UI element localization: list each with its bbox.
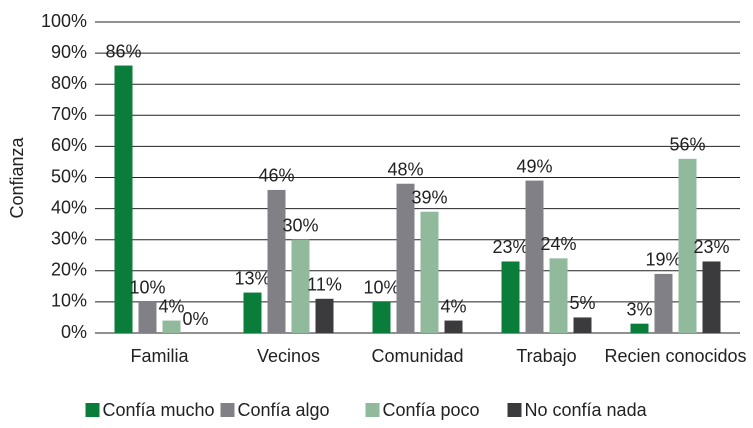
bar [549,258,568,333]
data-label: 39% [411,187,447,207]
y-tick-label: 10% [51,291,87,311]
data-label: 86% [105,41,141,61]
data-label: 46% [258,166,294,186]
bar [501,261,520,333]
data-label: 48% [387,159,423,179]
y-tick-label: 40% [51,197,87,217]
y-tick-label: 80% [51,73,87,93]
data-label: 4% [440,296,466,316]
y-tick-label: 100% [41,11,87,31]
bar [291,239,310,333]
bar [114,65,133,333]
bar [702,261,721,333]
data-label: 23% [492,237,528,257]
x-tick-label: Trabajo [516,346,576,366]
bar [573,317,592,333]
y-tick-label: 60% [51,135,87,155]
data-label: 30% [282,215,318,235]
bar [525,180,544,333]
legend-label: Confía algo [238,400,330,420]
legend-swatch [85,403,100,417]
legend-swatch [365,403,380,417]
y-tick-label: 70% [51,104,87,124]
y-tick-label: 90% [51,42,87,62]
legend-label: Confía mucho [103,400,215,420]
x-tick-label: Familia [130,346,189,366]
legend-label: No confía nada [525,400,648,420]
data-label: 23% [693,237,729,257]
data-label: 3% [626,299,652,319]
data-label: 56% [669,135,705,155]
y-tick-label: 20% [51,260,87,280]
x-tick-label: Vecinos [257,346,320,366]
x-tick-label: Recien conocidos [604,346,746,366]
x-tick-label: Comunidad [371,346,463,366]
y-tick-label: 30% [51,228,87,248]
data-label: 49% [516,156,552,176]
y-axis-label: Confianza [7,136,27,218]
legend-swatch [220,403,235,417]
bar [420,211,439,333]
bar [162,320,181,333]
legend-label: Confía poco [383,400,480,420]
y-tick-label: 0% [61,322,87,342]
data-label: 0% [182,309,208,329]
data-label: 4% [158,296,184,316]
y-tick-label: 50% [51,166,87,186]
bar [315,298,334,333]
bar [138,301,157,333]
legend-swatch [507,403,522,417]
bar [396,183,415,333]
data-label: 10% [363,278,399,298]
bar [267,189,286,333]
data-label: 19% [645,250,681,270]
data-label: 10% [129,278,165,298]
bar [243,292,262,333]
bar [654,273,673,333]
data-label: 13% [234,268,270,288]
bar [444,320,463,333]
data-label: 24% [540,234,576,254]
data-label: 5% [569,293,595,313]
bar [678,158,697,333]
bar [630,323,649,333]
bar [372,301,391,333]
data-label: 11% [307,275,342,295]
